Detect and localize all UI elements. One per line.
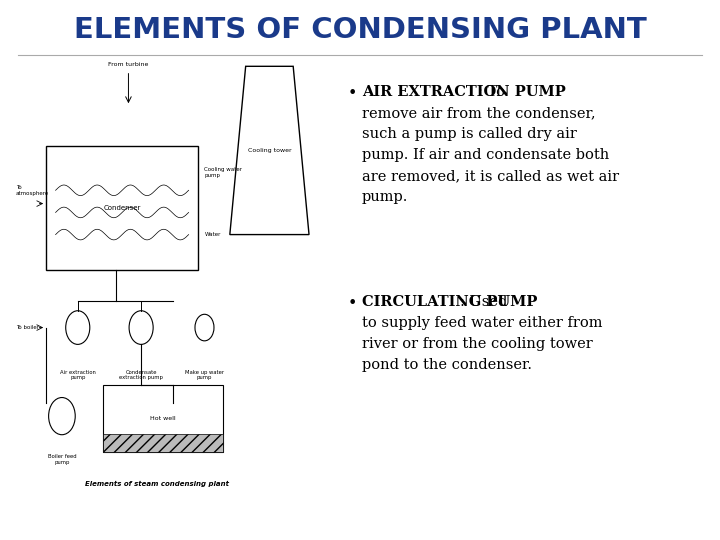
Text: Water: Water [204,232,221,237]
Text: •: • [348,295,357,312]
Text: CIRCULATING PUMP: CIRCULATING PUMP [362,295,537,309]
Circle shape [129,310,153,345]
Text: pump. If air and condensate both: pump. If air and condensate both [362,148,609,162]
Text: remove air from the condenser,: remove air from the condenser, [362,106,595,120]
Text: To boiler: To boiler [16,325,39,330]
Text: Boiler feed
pump: Boiler feed pump [48,454,76,464]
Text: AIR EXTRACTION PUMP: AIR EXTRACTION PUMP [362,85,566,99]
Text: •: • [348,85,357,102]
Text: Air extraction
pump: Air extraction pump [60,369,96,380]
Text: Condensate
extraction pump: Condensate extraction pump [120,369,163,380]
Text: to supply feed water either from: to supply feed water either from [362,316,603,330]
Text: Make up water
pump: Make up water pump [185,369,224,380]
Text: Cooling water
pump: Cooling water pump [204,167,243,178]
Circle shape [195,314,214,341]
Text: Condenser: Condenser [104,205,141,211]
Circle shape [49,397,75,435]
Text: From turbine: From turbine [108,62,148,67]
Text: pump.: pump. [362,190,408,204]
Text: To
atmosphere: To atmosphere [16,185,49,195]
Circle shape [66,310,90,345]
Text: are removed, it is called as wet air: are removed, it is called as wet air [362,169,619,183]
Text: pond to the condenser.: pond to the condenser. [362,358,532,372]
Text: Elements of steam condensing plant: Elements of steam condensing plant [85,481,229,487]
Polygon shape [230,66,309,234]
Bar [103,434,223,451]
Bar [103,385,223,451]
Text: Hot well: Hot well [150,416,176,421]
Text: : To: : To [478,85,505,99]
Text: : Used: : Used [459,295,507,309]
Text: river or from the cooling tower: river or from the cooling tower [362,337,593,351]
Text: such a pump is called dry air: such a pump is called dry air [362,127,577,141]
Text: ELEMENTS OF CONDENSING PLANT: ELEMENTS OF CONDENSING PLANT [73,16,647,44]
Text: Cooling tower: Cooling tower [248,148,291,153]
Bar [46,146,198,270]
